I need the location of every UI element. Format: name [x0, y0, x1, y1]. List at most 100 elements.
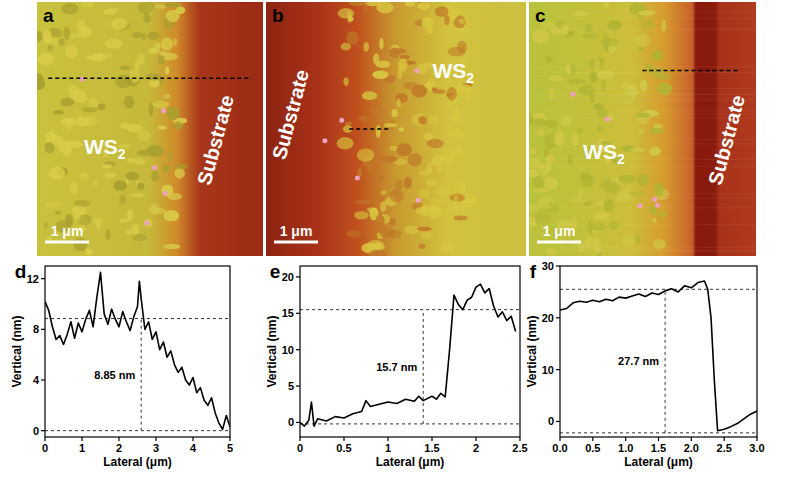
- grain: [650, 128, 664, 134]
- grain: [376, 2, 393, 13]
- grain: [380, 201, 386, 212]
- step-vertical-guide: [423, 310, 424, 424]
- grain: [372, 71, 388, 79]
- step-label: 8.85 nm: [94, 369, 135, 381]
- grain: [440, 241, 454, 255]
- grain: [161, 37, 173, 50]
- grain: [357, 148, 375, 161]
- grain: [77, 115, 83, 127]
- grain: [345, 122, 352, 126]
- grain: [43, 30, 52, 44]
- substrate-label: Substrate: [193, 92, 238, 187]
- x-tick-label: 2: [116, 442, 122, 454]
- particle: [414, 68, 419, 73]
- grain: [138, 2, 154, 14]
- grain: [376, 125, 381, 138]
- line-chart: 012345048128.85 nmLateral (μm)Vertical (…: [10, 261, 233, 469]
- profile-line: [349, 128, 391, 130]
- grain: [81, 2, 94, 8]
- grain: [453, 216, 467, 221]
- scan-streak: [529, 72, 756, 73]
- grain: [569, 199, 587, 203]
- grain: [604, 199, 615, 212]
- grain: [166, 10, 180, 22]
- grain: [137, 182, 144, 189]
- x-tick-label: 3: [153, 442, 159, 454]
- grain: [435, 6, 449, 17]
- x-tick: [118, 437, 119, 441]
- grain: [86, 249, 93, 255]
- grain: [389, 218, 396, 226]
- grain: [593, 212, 610, 219]
- x-tick-label: 1.5: [424, 442, 439, 454]
- particle: [571, 92, 576, 97]
- grain: [532, 29, 550, 43]
- scan-streak: [529, 250, 756, 251]
- grain: [105, 38, 123, 48]
- grain: [127, 158, 135, 163]
- grain: [429, 199, 444, 204]
- grain: [343, 77, 348, 85]
- grain: [608, 20, 622, 30]
- substrate-label: Substrate: [268, 67, 313, 162]
- particle: [339, 118, 344, 123]
- grain: [398, 68, 403, 80]
- particle: [79, 77, 84, 82]
- grain: [450, 9, 462, 16]
- grain: [649, 147, 661, 156]
- grain: [175, 164, 188, 169]
- scale-bar: [45, 241, 89, 244]
- plot-area: [45, 272, 230, 430]
- grain: [163, 210, 179, 221]
- scan-streak: [529, 193, 756, 194]
- grain: [459, 18, 465, 23]
- grain: [395, 179, 403, 190]
- grain: [355, 199, 371, 204]
- y-tick: [296, 313, 300, 314]
- x-axis-title: Lateral (μm): [624, 455, 693, 469]
- profile-curve: [300, 284, 516, 426]
- material-sub: 2: [617, 151, 625, 167]
- grain: [379, 38, 384, 50]
- grain: [432, 154, 445, 165]
- x-tick-label: 0.5: [336, 442, 351, 454]
- grain: [161, 185, 173, 197]
- panel-letter: d: [15, 261, 27, 282]
- scan-streak: [529, 29, 756, 30]
- scan-streak: [529, 98, 756, 99]
- grain: [424, 18, 435, 24]
- grain: [160, 51, 166, 55]
- particle: [637, 203, 642, 208]
- grain: [107, 8, 118, 13]
- x-tick: [625, 437, 626, 441]
- grain: [404, 177, 412, 189]
- grain: [396, 143, 412, 156]
- panel-letter: e: [270, 261, 281, 282]
- grain: [37, 31, 42, 42]
- grain: [86, 56, 100, 61]
- image-background: [529, 2, 756, 256]
- step-vertical-guide: [141, 319, 142, 431]
- grain: [652, 218, 656, 223]
- grain: [63, 146, 72, 157]
- x-tick: [229, 437, 230, 441]
- grain: [444, 15, 450, 25]
- grain: [144, 219, 153, 228]
- grain: [604, 2, 609, 8]
- grain: [120, 122, 128, 129]
- grain: [96, 219, 101, 231]
- x-axis-title: Lateral (μm): [376, 455, 445, 469]
- plot-area: [300, 284, 520, 426]
- x-tick: [475, 437, 476, 441]
- x-tick: [756, 437, 757, 441]
- grain: [537, 129, 544, 136]
- line-chart: 0.00.51.01.52.02.53.0010203027.7 nmLater…: [525, 260, 765, 469]
- grain: [120, 194, 126, 205]
- grain: [53, 110, 64, 114]
- grain: [44, 222, 48, 229]
- grain: [48, 45, 53, 52]
- grain: [60, 98, 74, 107]
- grain: [173, 38, 177, 46]
- image-background: [266, 2, 526, 256]
- grain: [629, 148, 645, 153]
